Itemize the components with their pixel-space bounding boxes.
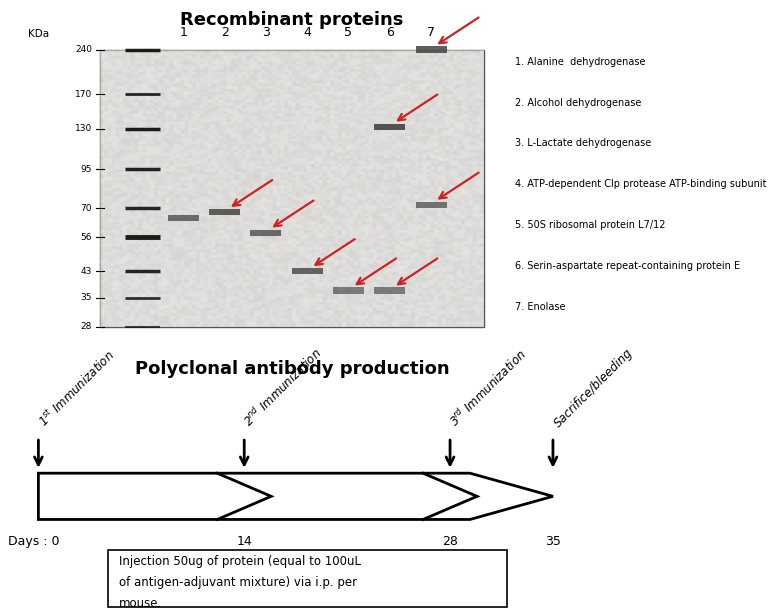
Text: 43: 43	[81, 267, 92, 276]
Bar	[292, 268, 323, 274]
Text: KDa: KDa	[28, 29, 49, 39]
Bar	[374, 288, 406, 294]
Text: 3: 3	[262, 26, 270, 39]
Text: 70: 70	[81, 204, 92, 213]
Text: Days : 0: Days : 0	[8, 535, 59, 548]
Bar	[415, 47, 446, 53]
Bar	[374, 124, 406, 130]
Text: 5: 5	[345, 26, 353, 39]
Text: 2$^{nd}$ Immunization: 2$^{nd}$ Immunization	[240, 345, 325, 430]
Text: 5. 50S ribosomal protein L7/12: 5. 50S ribosomal protein L7/12	[515, 220, 665, 230]
Bar	[168, 215, 199, 221]
Text: 130: 130	[75, 124, 92, 133]
Text: 170: 170	[75, 89, 92, 99]
Text: 28: 28	[442, 535, 458, 548]
Text: Sacrifice/bleeding: Sacrifice/bleeding	[551, 346, 635, 430]
Text: 2: 2	[220, 26, 229, 39]
Text: Injection 50ug of protein (equal to 100uL
of antigen-adjuvant mixture) via i.p. : Injection 50ug of protein (equal to 100u…	[119, 556, 361, 610]
Text: 3$^{rd}$ Immunization: 3$^{rd}$ Immunization	[446, 346, 530, 430]
Text: Polyclonal antibody production: Polyclonal antibody production	[134, 360, 449, 378]
Text: 35: 35	[545, 535, 561, 548]
Text: 7. Enolase: 7. Enolase	[515, 302, 565, 312]
Text: 7: 7	[427, 26, 435, 39]
Polygon shape	[38, 473, 553, 520]
Bar	[209, 209, 240, 215]
Bar	[250, 230, 281, 236]
Bar	[108, 550, 507, 607]
Text: 35: 35	[81, 293, 92, 302]
Text: 28: 28	[81, 322, 92, 331]
Text: Recombinant proteins: Recombinant proteins	[180, 10, 403, 29]
Bar	[415, 202, 446, 208]
Text: 4: 4	[303, 26, 311, 39]
Text: 4. ATP-dependent Clp protease ATP-binding subunit ClpC: 4. ATP-dependent Clp protease ATP-bindin…	[515, 179, 768, 189]
Text: 1: 1	[180, 26, 187, 39]
Text: 56: 56	[81, 233, 92, 242]
Text: 6. Serin-aspartate repeat-containing protein E: 6. Serin-aspartate repeat-containing pro…	[515, 261, 740, 271]
Bar	[333, 288, 364, 294]
Text: 1$^{st}$ Immunization: 1$^{st}$ Immunization	[35, 347, 118, 430]
Text: 240: 240	[75, 45, 92, 54]
Text: 14: 14	[237, 535, 252, 548]
Text: 95: 95	[81, 165, 92, 174]
Text: 3. L-Lactate dehydrogenase: 3. L-Lactate dehydrogenase	[515, 138, 650, 149]
Text: 2. Alcohol dehydrogenase: 2. Alcohol dehydrogenase	[515, 97, 641, 108]
Text: 6: 6	[386, 26, 394, 39]
Bar	[100, 50, 484, 327]
Text: 1. Alanine  dehydrogenase: 1. Alanine dehydrogenase	[515, 57, 645, 67]
